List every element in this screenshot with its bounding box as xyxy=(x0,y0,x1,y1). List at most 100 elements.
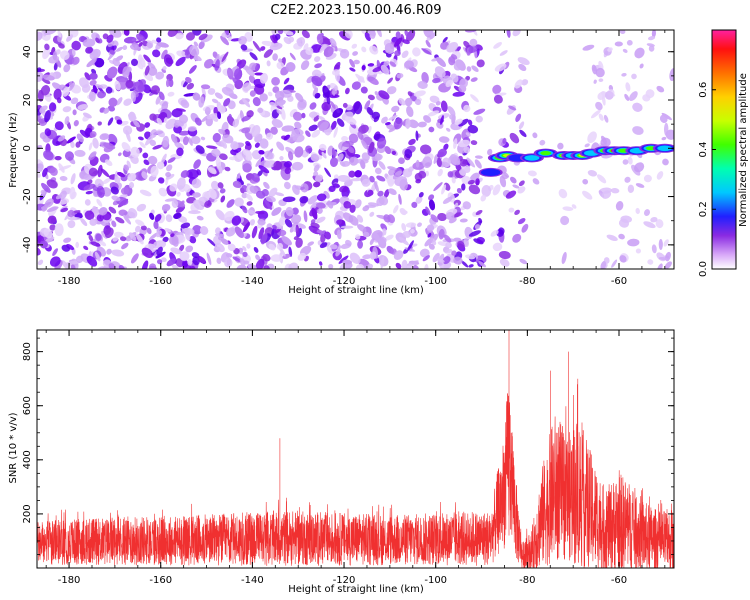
noise-blob xyxy=(664,261,672,269)
noise-blob xyxy=(279,156,284,161)
noise-blob xyxy=(257,170,263,177)
noise-blob xyxy=(84,72,91,81)
noise-blob xyxy=(361,140,368,150)
noise-blob xyxy=(88,142,93,151)
noise-blob xyxy=(49,224,56,231)
noise-blob xyxy=(393,117,403,130)
noise-blob xyxy=(499,258,510,267)
noise-blob xyxy=(329,94,340,99)
noise-blob xyxy=(236,152,244,161)
noise-blob xyxy=(426,224,435,232)
noise-blob xyxy=(381,116,388,124)
snr-x-label: Height of straight line (km) xyxy=(288,584,424,595)
noise-blob xyxy=(437,241,447,246)
noise-blob xyxy=(191,178,202,189)
noise-blob xyxy=(463,104,471,113)
noise-blob xyxy=(153,220,159,230)
noise-blob xyxy=(461,260,469,268)
noise-blob xyxy=(106,34,114,43)
noise-blob xyxy=(285,62,296,72)
noise-blob xyxy=(512,233,522,243)
noise-blob xyxy=(161,204,171,212)
noise-blob xyxy=(107,133,118,145)
signal-point xyxy=(620,149,628,153)
noise-blob xyxy=(509,132,520,144)
noise-blob xyxy=(367,189,374,196)
noise-blob xyxy=(180,222,191,229)
noise-blob xyxy=(39,240,48,249)
noise-blob xyxy=(60,207,69,213)
noise-blob xyxy=(631,73,637,80)
noise-blob xyxy=(55,194,62,200)
noise-blob xyxy=(294,146,304,158)
noise-blob xyxy=(319,242,328,249)
noise-blob xyxy=(108,97,118,107)
noise-blob xyxy=(328,264,334,269)
noise-blob xyxy=(214,227,221,235)
noise-blob xyxy=(150,165,159,178)
noise-blob xyxy=(632,126,644,135)
noise-blob xyxy=(658,257,668,261)
noise-blob xyxy=(161,49,168,60)
noise-blob xyxy=(83,183,96,191)
noise-blob xyxy=(197,256,207,264)
noise-blob xyxy=(332,88,336,96)
noise-blob xyxy=(349,252,361,264)
noise-blob xyxy=(385,122,391,126)
noise-blob xyxy=(162,135,170,148)
noise-blob xyxy=(456,188,462,194)
noise-blob xyxy=(146,227,152,235)
noise-blob xyxy=(58,163,65,173)
noise-blob xyxy=(376,175,386,182)
noise-blob xyxy=(162,236,169,243)
noise-blob xyxy=(360,86,368,94)
noise-blob xyxy=(284,167,292,175)
spectrogram-y-ticks: -40 -20 0 20 40 xyxy=(22,45,674,270)
noise-blob xyxy=(318,121,329,131)
noise-blob xyxy=(242,163,252,173)
noise-blob xyxy=(192,225,203,235)
noise-blob xyxy=(189,65,197,74)
noise-blob xyxy=(596,174,607,184)
noise-blob xyxy=(487,148,493,156)
noise-blob xyxy=(277,30,284,35)
noise-blob xyxy=(232,77,243,88)
noise-blob xyxy=(171,199,179,208)
noise-blob xyxy=(314,56,321,63)
noise-blob xyxy=(367,94,375,101)
noise-blob xyxy=(463,237,469,247)
noise-blob xyxy=(118,152,122,157)
noise-blob xyxy=(92,137,99,149)
noise-blob xyxy=(76,133,84,143)
noise-blob xyxy=(459,169,467,176)
noise-blob xyxy=(135,219,145,227)
noise-blob xyxy=(527,170,537,177)
noise-blob xyxy=(148,155,158,165)
noise-blob xyxy=(161,101,169,112)
noise-blob xyxy=(165,173,175,180)
noise-blob xyxy=(214,59,220,71)
noise-blob xyxy=(100,168,110,178)
colorbar-tick-label: 0.2 xyxy=(698,201,709,217)
noise-blob xyxy=(453,138,458,150)
noise-blob xyxy=(595,101,603,111)
noise-blob xyxy=(383,189,390,198)
noise-blob xyxy=(117,171,126,178)
noise-blob xyxy=(280,108,286,120)
noise-blob xyxy=(128,111,136,122)
noise-blob xyxy=(435,101,441,106)
noise-blob xyxy=(393,205,399,214)
noise-blob xyxy=(153,240,166,249)
noise-blob xyxy=(587,131,597,143)
noise-blob xyxy=(311,75,323,87)
noise-blob xyxy=(179,244,185,252)
noise-blob xyxy=(89,218,97,226)
noise-blob xyxy=(185,77,192,83)
noise-blob xyxy=(163,54,173,67)
noise-blob xyxy=(459,78,469,89)
noise-blob xyxy=(662,158,669,166)
noise-blob xyxy=(470,140,478,146)
noise-blob xyxy=(300,60,310,71)
noise-blob xyxy=(333,126,338,138)
